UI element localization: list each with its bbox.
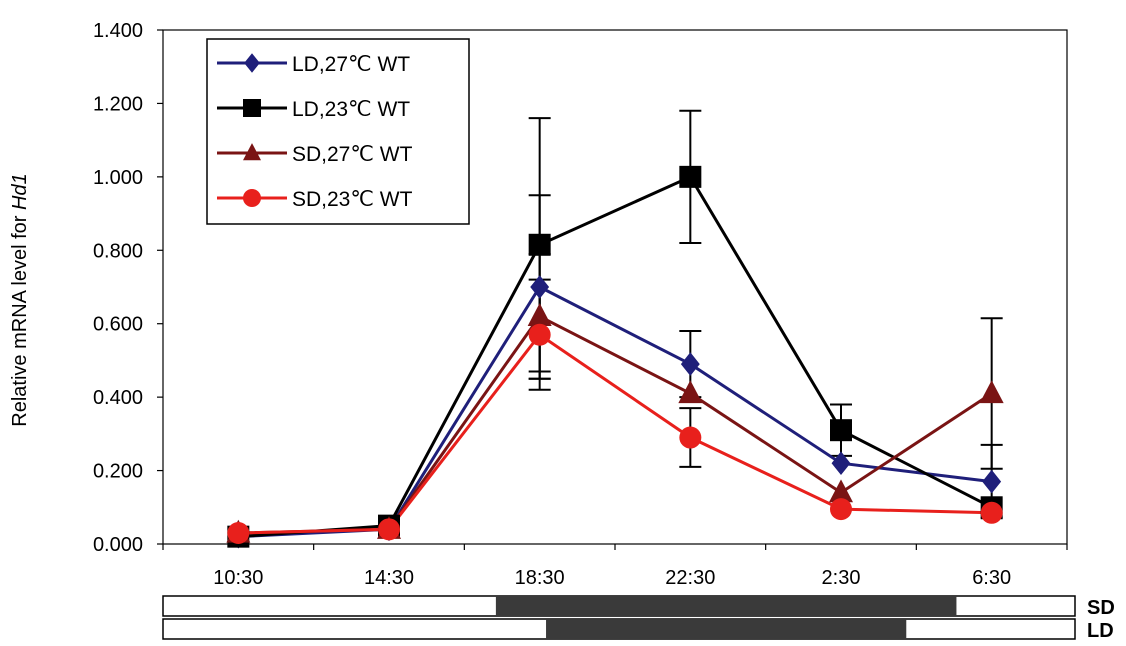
legend-label: LD,23℃ WT xyxy=(292,98,410,121)
legend: LD,27℃ WT LD,23℃ WT SD,27℃ WT SD,23℃ WT xyxy=(206,38,470,225)
series-0-point xyxy=(530,275,550,299)
series-line-2 xyxy=(238,314,993,535)
y-tick-label: 1.200 xyxy=(93,93,143,115)
series-2-point xyxy=(829,479,853,503)
series-line-1 xyxy=(238,174,993,539)
photoperiod-label: SD xyxy=(1087,597,1115,619)
series-0-point xyxy=(680,352,700,376)
x-tick-label: 18:30 xyxy=(515,567,565,589)
y-axis-ticks: 0.000 0.200 0.400 0.600 0.800 1.000 1.200 1.400 xyxy=(93,20,163,556)
series-1-point xyxy=(679,165,702,188)
series-1-point xyxy=(830,419,852,442)
series-3-point xyxy=(980,501,1003,524)
series-2-point xyxy=(979,380,1004,404)
legend-label: LD,27℃ WT xyxy=(292,53,410,76)
legend-label: SD,23℃ WT xyxy=(292,188,413,211)
series-2-point xyxy=(678,380,703,404)
legend-marker xyxy=(244,53,260,73)
error-bars xyxy=(528,109,1003,520)
y-tick-label: 1.400 xyxy=(93,20,143,42)
series-3-point xyxy=(679,426,702,449)
x-tick-label: 6:30 xyxy=(972,567,1011,589)
series-1-point xyxy=(528,233,551,256)
y-tick-label: 1.000 xyxy=(93,167,143,189)
y-tick-label: 0.000 xyxy=(93,534,143,556)
series-line-0 xyxy=(238,285,992,539)
legend-marker xyxy=(243,99,261,117)
x-axis-ticks: 10:30 14:30 18:30 22:30 2:30 6:30 xyxy=(162,544,1068,589)
series-line-3 xyxy=(238,332,992,535)
series-3-point xyxy=(227,521,250,544)
legend-marker xyxy=(243,189,261,207)
legend-marker xyxy=(243,143,261,161)
y-tick-label: 0.600 xyxy=(93,314,143,336)
series-markers xyxy=(226,165,1004,549)
x-tick-label: 14:30 xyxy=(364,567,414,589)
photoperiod-label: LD xyxy=(1087,620,1114,642)
y-axis-label: Relative mRNA level for Hd1 xyxy=(9,173,31,426)
series-3-point xyxy=(528,323,551,346)
legend-label: SD,27℃ WT xyxy=(292,143,413,166)
y-tick-label: 0.400 xyxy=(93,387,143,409)
series-lines xyxy=(238,174,993,539)
x-tick-label: 22:30 xyxy=(665,567,715,589)
dark-period-LD xyxy=(546,619,907,639)
x-tick-label: 2:30 xyxy=(822,567,861,589)
x-tick-label: 10:30 xyxy=(213,567,263,589)
series-3-point xyxy=(830,498,852,521)
dark-period-SD xyxy=(495,596,957,616)
y-tick-label: 0.800 xyxy=(93,240,143,262)
series-2-point xyxy=(527,303,552,326)
series-0-point xyxy=(982,469,1002,494)
y-tick-label: 0.200 xyxy=(93,461,143,483)
series-3-point xyxy=(378,518,400,541)
series-0-point xyxy=(831,451,851,476)
